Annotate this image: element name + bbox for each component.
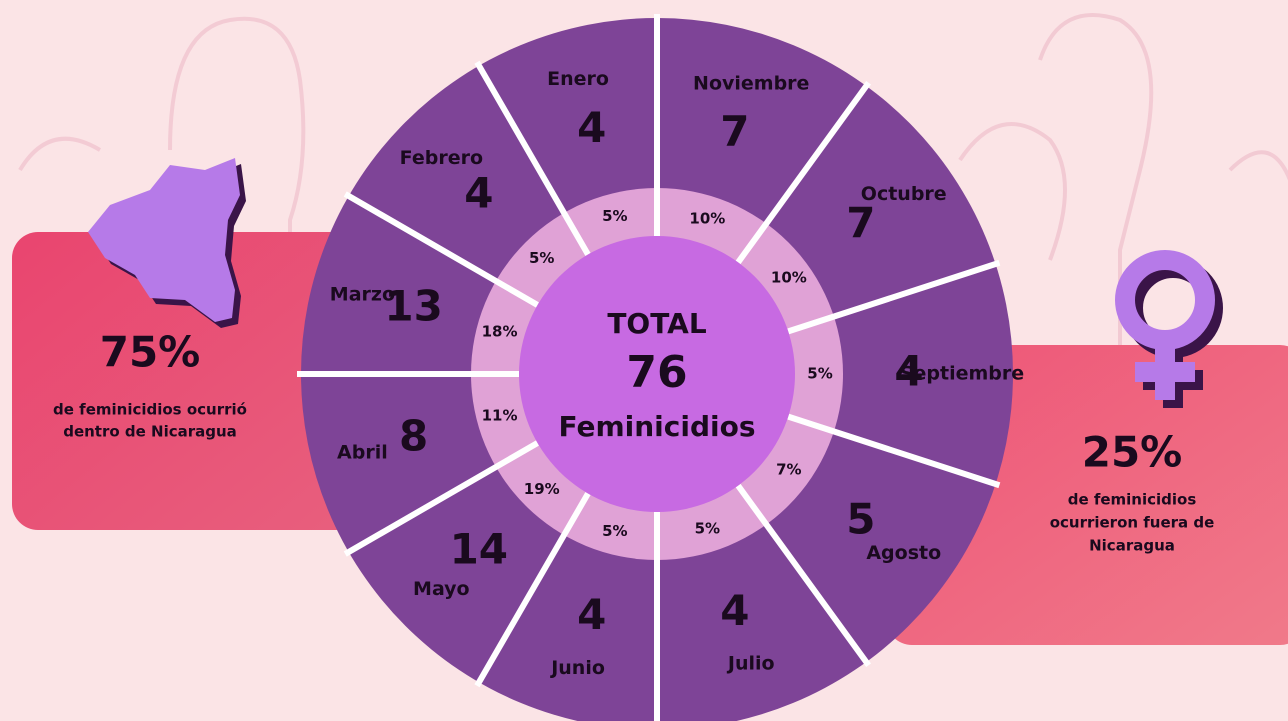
divider: [735, 80, 872, 265]
month-percent: 18%: [482, 322, 518, 340]
month-percent: 5%: [529, 249, 554, 267]
month-name: Abril: [337, 441, 388, 463]
divider: [735, 483, 872, 668]
month-name: Junio: [549, 657, 605, 679]
month-count: 4: [577, 590, 606, 639]
month-name: Febrero: [400, 147, 483, 169]
center-total: 76: [626, 347, 687, 398]
month-count: 7: [846, 198, 875, 247]
divider: [343, 191, 539, 308]
right-text: de feminicidios: [1068, 491, 1197, 509]
right-text: ocurrieron fuera de: [1050, 514, 1215, 532]
month-count: 7: [720, 107, 749, 156]
month-count: 8: [399, 412, 428, 461]
divider: [343, 440, 539, 557]
month-name: Octubre: [861, 183, 947, 205]
month-percent: 11%: [482, 407, 518, 425]
month-count: 5: [846, 495, 875, 544]
center-caption: Feminicidios: [558, 410, 755, 443]
month-count: 4: [577, 103, 606, 152]
right-text: Nicaragua: [1089, 537, 1175, 555]
left-text: de feminicidios ocurrió: [53, 401, 247, 419]
nicaragua-map: [88, 158, 240, 322]
month-count: 4: [464, 168, 493, 217]
left-panel: [12, 232, 382, 530]
month-name: Enero: [547, 68, 609, 90]
month-count: 4: [720, 586, 749, 635]
divider: [787, 259, 1001, 335]
left-text: dentro de Nicaragua: [63, 423, 237, 441]
month-percent: 7%: [776, 460, 801, 478]
fist-decoration: [18, 13, 1288, 550]
month-percent: 19%: [524, 480, 560, 498]
month-percent: 5%: [695, 520, 720, 538]
month-count: 4: [894, 347, 923, 396]
month-percent: 5%: [602, 522, 627, 540]
month-name: Mayo: [413, 578, 470, 600]
month-name: Agosto: [866, 542, 941, 564]
month-percent: 5%: [807, 365, 832, 383]
month-name: Noviembre: [693, 72, 809, 94]
month-count: 14: [450, 525, 508, 574]
month-percent: 5%: [602, 207, 627, 225]
center-label: TOTAL: [607, 307, 706, 340]
month-name: Septiembre: [900, 363, 1024, 385]
dividers: [297, 14, 1001, 721]
month-count: 13: [384, 281, 442, 330]
divider: [474, 60, 591, 256]
center-circle: [519, 236, 795, 512]
month-percent: 10%: [689, 209, 725, 227]
right-percent: 25%: [1082, 428, 1183, 477]
divider: [474, 492, 591, 688]
month-percent: 10%: [771, 269, 807, 287]
divider: [787, 413, 1001, 489]
venus-symbol: [1115, 250, 1223, 408]
month-name: Marzo: [330, 284, 395, 306]
left-percent: 75%: [100, 328, 201, 377]
month-name: Julio: [726, 653, 775, 675]
